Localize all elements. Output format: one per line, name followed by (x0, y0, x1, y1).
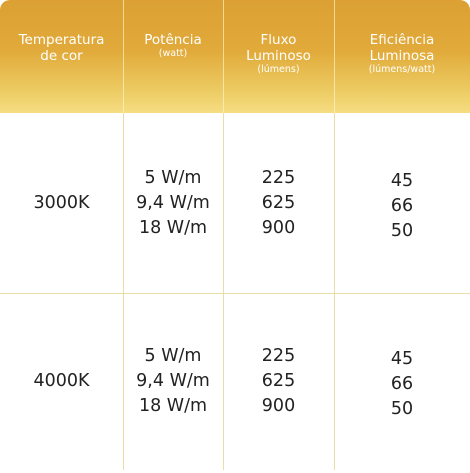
header-efficiency: Eficiência Luminosa (lúmens/watt) (334, 0, 470, 113)
table-row-1-efficiency: 45 66 50 (334, 116, 470, 296)
flux-value: 900 (261, 396, 296, 416)
flux-value: 625 (261, 371, 296, 391)
power-value: 9,4 W/m (136, 192, 210, 213)
column-divider (223, 113, 224, 470)
header-temperature: Temperatura de cor (0, 0, 123, 113)
header-power-title: Potência (144, 32, 202, 48)
column-divider (123, 113, 124, 470)
efficiency-value: 50 (390, 220, 414, 241)
flux-value: 900 (261, 217, 296, 238)
table-row-1-temperature: 3000K (0, 113, 123, 293)
header-divider (123, 0, 124, 113)
power-value: 18 W/m (138, 396, 208, 416)
power-value: 9,4 W/m (136, 371, 210, 391)
row-divider (0, 293, 470, 294)
header-flux: Fluxo Luminoso (lúmens) (223, 0, 334, 113)
temperature-value: 4000K (33, 371, 90, 391)
header-flux-title: Fluxo Luminoso (246, 32, 311, 64)
table-row-1-power: 5 W/m 9,4 W/m 18 W/m (123, 113, 223, 293)
efficiency-value: 66 (390, 374, 414, 394)
table-row-1-flux: 225 625 900 (223, 113, 334, 293)
header-divider (223, 0, 224, 113)
flux-value: 225 (261, 346, 296, 366)
flux-value: 225 (261, 167, 296, 188)
table-header: Temperatura de cor Potência (watt) Fluxo… (0, 0, 470, 113)
header-power: Potência (watt) (123, 0, 223, 113)
table-row-2-temperature: 4000K (0, 293, 123, 470)
efficiency-value: 66 (390, 195, 414, 216)
header-power-unit: (watt) (158, 48, 188, 59)
header-temperature-title: Temperatura de cor (18, 32, 105, 64)
table-row-2-power: 5 W/m 9,4 W/m 18 W/m (123, 293, 223, 470)
flux-value: 625 (261, 192, 296, 213)
power-value: 5 W/m (144, 167, 202, 188)
table-row-2-efficiency: 45 66 50 (334, 296, 470, 473)
header-divider (334, 0, 335, 113)
efficiency-value: 50 (390, 399, 414, 419)
column-divider (334, 113, 335, 470)
table-row-2-flux: 225 625 900 (223, 293, 334, 470)
power-value: 5 W/m (144, 346, 202, 366)
efficiency-value: 45 (390, 349, 414, 369)
efficiency-value: 45 (390, 170, 414, 191)
temperature-value: 3000K (33, 192, 90, 213)
power-value: 18 W/m (138, 217, 208, 238)
header-flux-unit: (lúmens) (257, 64, 300, 75)
header-efficiency-unit: (lúmens/watt) (368, 64, 436, 75)
header-efficiency-title: Eficiência Luminosa (369, 32, 435, 64)
